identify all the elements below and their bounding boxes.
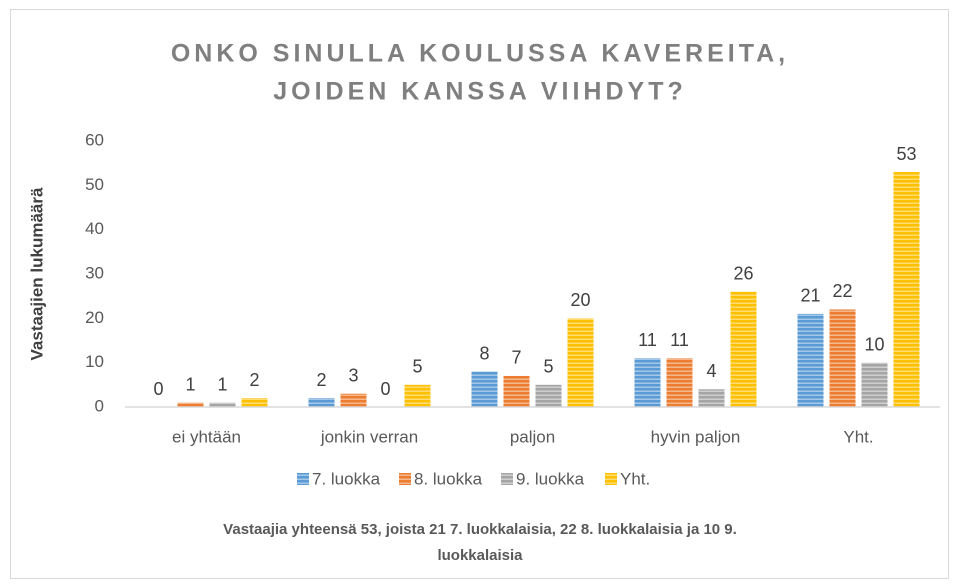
data-label: 20 [570, 290, 590, 310]
data-label: 8 [479, 343, 489, 363]
bar [241, 398, 268, 407]
chart-title: JOIDEN KANSSA VIIHDYT? [273, 78, 687, 106]
data-label: 21 [800, 286, 820, 306]
data-label: 4 [706, 361, 716, 381]
legend-swatch [297, 473, 309, 485]
x-tick-label: ei yhtään [172, 427, 241, 446]
data-label: 0 [153, 379, 163, 399]
y-tick-label: 60 [85, 130, 104, 149]
y-tick-label: 10 [85, 352, 104, 371]
bar [535, 384, 562, 407]
data-label: 26 [733, 263, 753, 283]
bar [308, 398, 335, 407]
bar [340, 393, 367, 407]
bar [730, 291, 757, 407]
legend-swatch [399, 473, 411, 485]
data-label: 1 [217, 374, 227, 394]
legend-label: 8. luokka [414, 469, 483, 488]
chart-frame [10, 9, 949, 579]
data-label: 11 [670, 330, 689, 350]
bar [698, 389, 725, 407]
data-label: 5 [412, 357, 422, 377]
legend-swatch [501, 473, 513, 485]
x-tick-label: hyvin paljon [651, 427, 741, 446]
data-label: 0 [380, 379, 390, 399]
bar [861, 362, 888, 407]
bar [209, 402, 236, 407]
bar [666, 358, 693, 407]
data-label: 53 [896, 144, 916, 164]
y-tick-label: 0 [95, 396, 104, 415]
data-label: 1 [185, 374, 195, 394]
data-label: 3 [348, 365, 358, 385]
y-tick-label: 40 [85, 219, 104, 238]
legend-swatch [605, 473, 617, 485]
data-label: 22 [832, 281, 852, 301]
bar [404, 384, 431, 407]
bar [797, 313, 824, 407]
bar [634, 358, 661, 407]
bar [567, 318, 594, 407]
legend-label: Yht. [620, 469, 650, 488]
data-label: 10 [864, 334, 884, 354]
bar [503, 375, 530, 407]
legend-label: 9. luokka [516, 469, 585, 488]
y-tick-label: 50 [85, 175, 104, 194]
data-label: 11 [638, 330, 657, 350]
footnote: luokkalaisia [437, 547, 523, 564]
legend-label: 7. luokka [312, 469, 381, 488]
chart-title: ONKO SINULLA KOULUSSA KAVEREITA, [171, 40, 789, 68]
bar [893, 172, 920, 407]
y-tick-label: 20 [85, 308, 104, 327]
data-label: 5 [543, 357, 553, 377]
x-tick-label: Yht. [843, 427, 873, 446]
bar [829, 309, 856, 407]
bar [471, 371, 498, 407]
footnote: Vastaajia yhteensä 53, joista 21 7. luok… [223, 521, 737, 538]
y-axis-label: Vastaajien lukumäärä [27, 187, 46, 360]
data-label: 2 [249, 370, 259, 390]
data-label: 7 [511, 348, 521, 368]
data-label: 2 [316, 370, 326, 390]
x-tick-label: paljon [510, 427, 555, 446]
bar [177, 402, 204, 407]
x-tick-label: jonkin verran [320, 427, 418, 446]
y-tick-label: 30 [85, 263, 104, 282]
